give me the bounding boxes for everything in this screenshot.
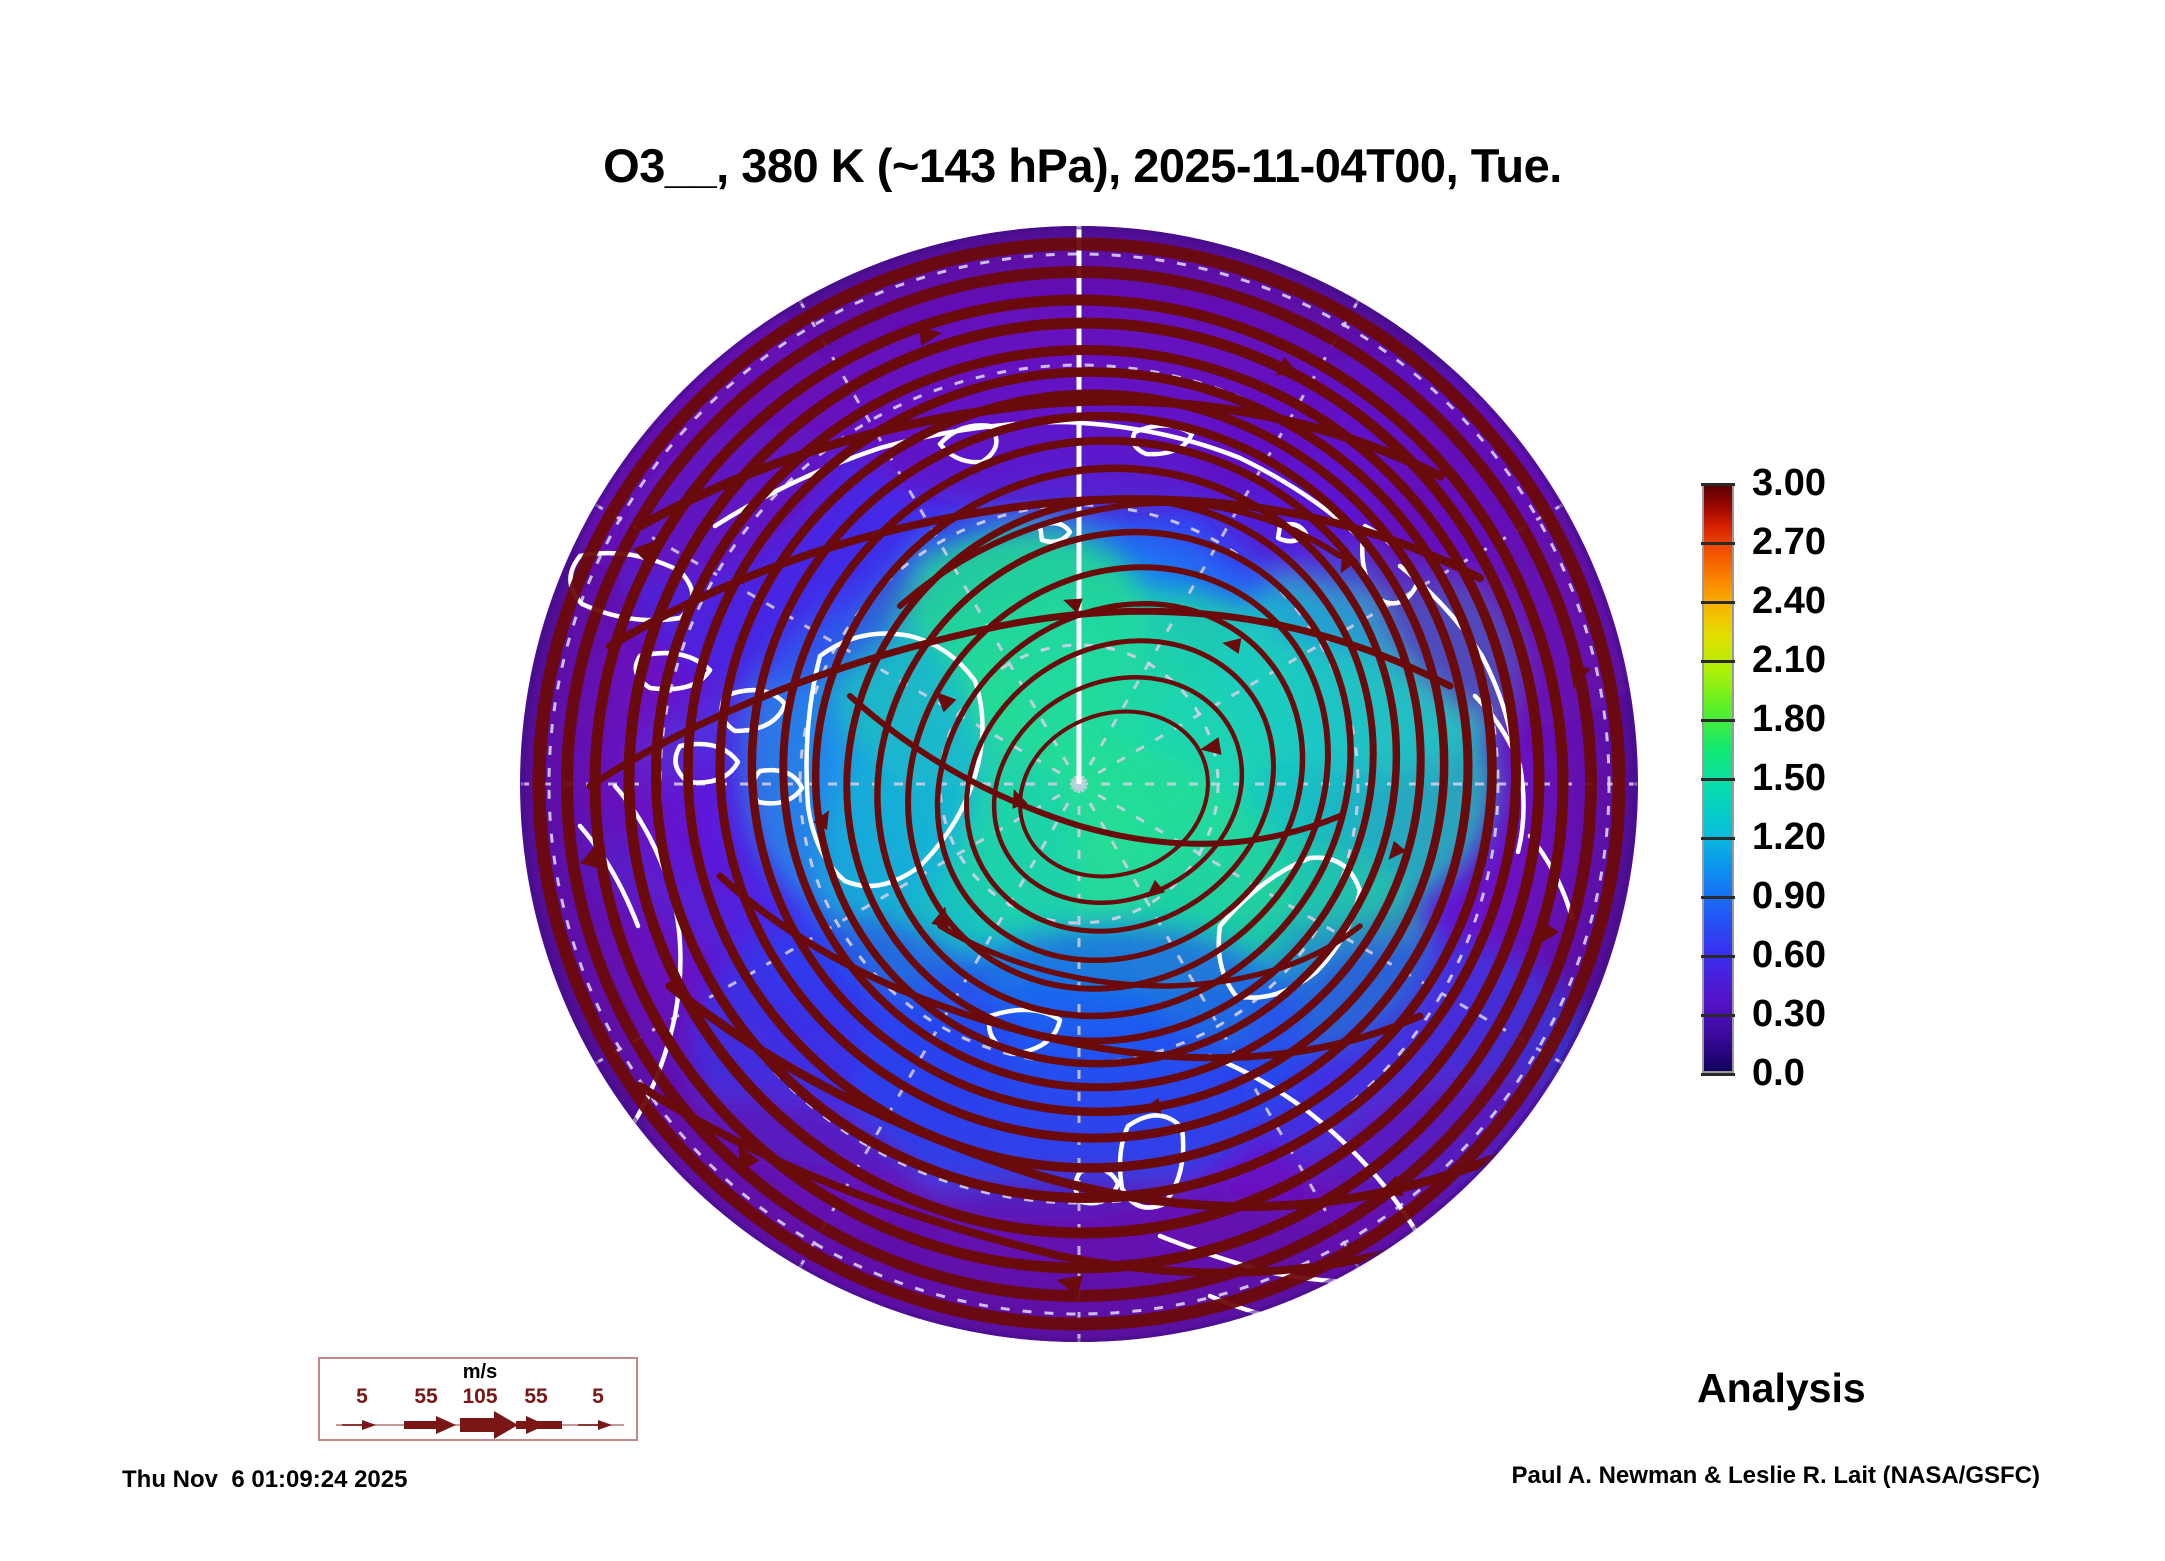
colorbar-label: 2.70: [1752, 521, 1826, 563]
wind-value-label: 55: [414, 1385, 438, 1408]
map-disk[interactable]: [520, 226, 1638, 1342]
wind-arrow-scale-icon: [336, 1411, 624, 1439]
colorbar-tick: [1701, 1073, 1735, 1076]
wind-value-label: 105: [462, 1385, 498, 1408]
wind-speed-legend: m/s 5 55 105 55 5: [318, 1357, 638, 1441]
colorbar-tick: [1701, 483, 1735, 486]
colorbar-tick: [1701, 719, 1735, 722]
colorbar: 3.00 2.70 2.40 2.10 1.80 1.50 1.20 0.90 …: [1700, 464, 2140, 1092]
wind-unit-label: m/s: [462, 1361, 498, 1383]
streamline-arrowheads: [580, 326, 1591, 1297]
colorbar-label: 2.10: [1752, 639, 1826, 681]
colorbar-tick: [1701, 660, 1735, 663]
colorbar-tick: [1701, 837, 1735, 840]
wind-value-label: 55: [524, 1385, 548, 1408]
colorbar-label: 2.40: [1752, 580, 1826, 622]
colorbar-label: 0.0: [1752, 1052, 1805, 1094]
colorbar-tick: [1701, 955, 1735, 958]
wind-streamlines: [532, 237, 1626, 1331]
author-credit: Paul A. Newman & Leslie R. Lait (NASA/GS…: [1511, 1462, 2040, 1489]
wind-value-label: 5: [356, 1385, 368, 1408]
polar-map-panel[interactable]: [520, 226, 1638, 1342]
colorbar-tick: [1701, 601, 1735, 604]
page-title: O3__, 380 K (~143 hPa), 2025-11-04T00, T…: [603, 139, 1562, 192]
colorbar-label: 3.00: [1752, 462, 1826, 504]
colorbar-tick: [1701, 1014, 1735, 1017]
colorbar-label: 0.30: [1752, 993, 1826, 1035]
colorbar-label: 1.80: [1752, 698, 1826, 740]
colorbar-tick: [1701, 778, 1735, 781]
wind-value-label: 5: [592, 1385, 604, 1408]
generation-timestamp: Thu Nov 6 01:09:24 2025: [122, 1466, 408, 1493]
analysis-label: Analysis: [1697, 1365, 1866, 1411]
map-render: [521, 226, 1637, 1342]
colorbar-label: 1.50: [1752, 757, 1826, 799]
colorbar-tick: [1701, 542, 1735, 545]
colorbar-label: 0.90: [1752, 875, 1826, 917]
colorbar-label: 1.20: [1752, 816, 1826, 858]
colorbar-label: 0.60: [1752, 934, 1826, 976]
colorbar-tick: [1701, 896, 1735, 899]
